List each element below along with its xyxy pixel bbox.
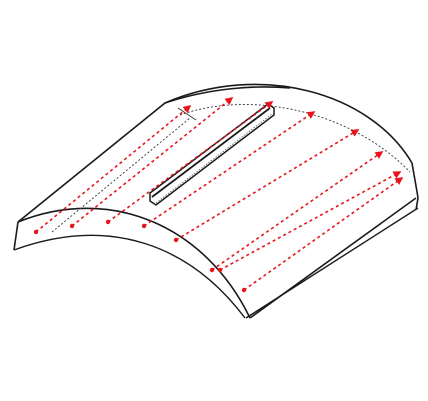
flow-arrow-3 (107, 101, 274, 223)
sheet-back-arc (164, 83, 419, 199)
curved-sheet (13, 83, 419, 319)
guide-line-short (177, 107, 197, 121)
flow-arrow-5 (175, 129, 360, 241)
slot-inner-top (151, 107, 271, 198)
flow-arrow-4 (143, 111, 316, 227)
guide-lines (51, 104, 411, 233)
sheet-left-edge (13, 221, 19, 251)
flow-arrow-2 (71, 97, 234, 227)
sheet-thickness-edge (245, 207, 419, 319)
flow-arrow-start-4 (141, 223, 147, 229)
flow-arrow-7 (219, 171, 402, 271)
flow-arrow-start-6 (209, 267, 215, 273)
flow-arrow-1 (35, 104, 192, 233)
red-dotted-arrows (33, 97, 404, 293)
flow-arrow-start-5 (173, 237, 179, 243)
sheet-front-arc (17, 207, 251, 319)
flow-arrow-start-1 (33, 229, 39, 235)
flow-arrow-start-8 (241, 287, 247, 293)
slot-inner-bottom (155, 113, 273, 204)
guide-curve (179, 104, 411, 173)
flow-arrow-start-7 (217, 267, 223, 273)
straight-slot (149, 103, 275, 206)
sheet-lower-front-arc (13, 234, 246, 319)
guide-line-left (51, 117, 191, 233)
flow-arrow-8 (243, 177, 404, 291)
flow-arrow-6 (211, 151, 384, 271)
flow-arrow-start-3 (105, 219, 111, 225)
flow-arrow-start-2 (69, 223, 75, 229)
sheet-right-edge (415, 197, 419, 211)
